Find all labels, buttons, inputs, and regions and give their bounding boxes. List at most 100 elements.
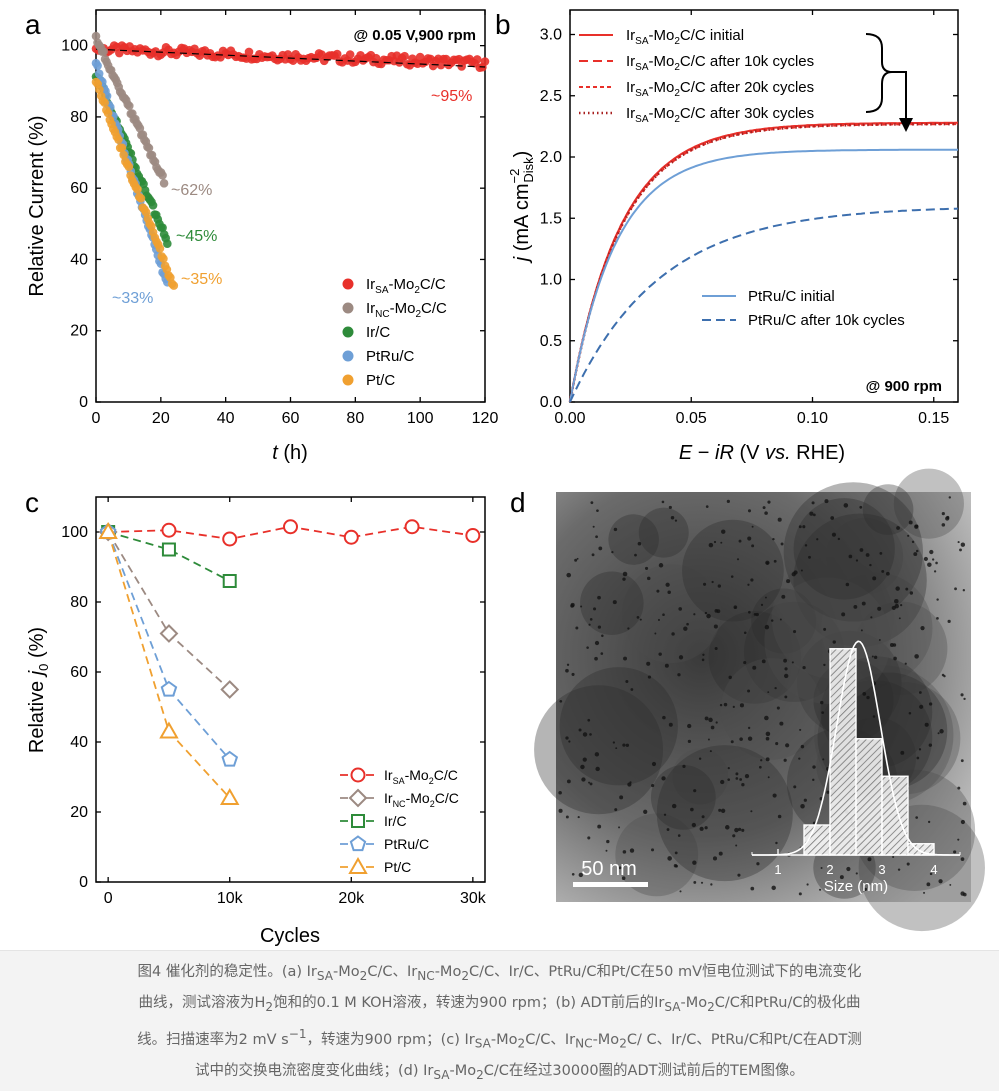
- tem-cluster: [559, 667, 678, 786]
- curve-4: [569, 148, 958, 403]
- tem-nanoparticle: [704, 611, 708, 615]
- tem-nanoparticle: [941, 673, 945, 677]
- panel-b-data: [568, 121, 959, 403]
- tem-nanoparticle: [785, 743, 790, 748]
- tem-nanoparticle: [671, 632, 675, 636]
- tem-nanoparticle: [941, 523, 946, 527]
- legend-label-c-irsa: IrSA-Mo2C/C: [384, 767, 458, 786]
- legend-marker-c-4: [348, 856, 368, 874]
- tem-nanoparticle: [914, 524, 919, 529]
- tem-nanoparticle: [664, 663, 669, 668]
- panel-b-ylabel: j (mA cm−2Disk): [507, 151, 536, 265]
- legend-label-ptru-initial: PtRu/C initial: [748, 288, 835, 305]
- tem-nanoparticle: [618, 866, 622, 870]
- y-tick-label: 2.5: [540, 88, 562, 105]
- tem-nanoparticle: [906, 862, 910, 866]
- panel-b-condition: @ 900 rpm: [866, 378, 942, 395]
- caption-line-3: 线。扫描速率为2 mV s−1，转速为900 rpm；(c) IrSA-Mo2C…: [137, 1026, 862, 1051]
- tem-nanoparticle: [771, 885, 776, 891]
- tem-nanoparticle: [747, 509, 752, 513]
- legend-marker-irsa: [342, 278, 354, 290]
- tem-cluster: [682, 519, 784, 622]
- tem-nanoparticle: [566, 572, 572, 578]
- tem-nanoparticle: [712, 856, 718, 861]
- tem-nanoparticle: [596, 509, 599, 513]
- tem-cluster: [793, 498, 895, 600]
- tem-nanoparticle: [800, 744, 805, 749]
- tem-nanoparticle: [581, 777, 586, 782]
- tem-nanoparticle: [710, 725, 715, 730]
- tem-nanoparticle: [767, 500, 771, 504]
- tem-nanoparticle: [793, 570, 798, 575]
- tem-nanoparticle: [773, 559, 777, 563]
- y-tick-label: 3.0: [540, 27, 562, 44]
- tem-nanoparticle: [565, 668, 569, 673]
- series-marker-0: [404, 519, 420, 535]
- tem-nanoparticle: [612, 600, 617, 605]
- tem-nanoparticle: [923, 556, 928, 562]
- tem-nanoparticle: [963, 892, 967, 897]
- tem-nanoparticle: [741, 783, 745, 787]
- series-marker-3: [160, 680, 178, 697]
- tem-nanoparticle: [960, 819, 966, 825]
- legend-label-ptc: Pt/C: [366, 372, 395, 389]
- data-point-2: [148, 201, 158, 210]
- tem-nanoparticle: [651, 848, 655, 852]
- tem-nanoparticle: [737, 873, 741, 877]
- tem-nanoparticle: [654, 632, 657, 635]
- tem-nanoparticle: [960, 693, 964, 697]
- data-point-0: [400, 51, 409, 61]
- tem-nanoparticle: [837, 537, 841, 541]
- tem-nanoparticle: [739, 778, 743, 781]
- tem-nanoparticle: [786, 579, 791, 584]
- legend-marker-ptc: [342, 374, 354, 386]
- tem-nanoparticle: [929, 549, 934, 555]
- tem-nanoparticle: [735, 772, 739, 776]
- data-point-4: [133, 185, 142, 194]
- series-marker-1: [220, 680, 240, 699]
- panel-a-annotation-95: ~95%: [431, 88, 472, 105]
- tem-nanoparticle: [589, 618, 593, 621]
- legend-marker-irc: [342, 326, 354, 338]
- y-tick-label: 1.0: [540, 272, 562, 289]
- panel-b-chart: 0.00 0.05 0.10 0.15 0.0 0.5 1.0 1.5 2.0 2.5 3.0 @ …: [507, 9, 959, 464]
- tem-cluster: [853, 601, 948, 696]
- tem-nanoparticle: [613, 527, 618, 532]
- y-tick-label: 0.5: [540, 333, 562, 350]
- tem-nanoparticle: [582, 732, 588, 737]
- tem-nanoparticle: [873, 655, 878, 659]
- tem-nanoparticle: [744, 774, 750, 779]
- tem-nanoparticle: [578, 872, 583, 878]
- tem-nanoparticle: [667, 856, 672, 861]
- tem-nanoparticle: [832, 640, 836, 644]
- tem-cluster: [672, 748, 729, 805]
- tem-nanoparticle: [747, 726, 751, 730]
- tem-nanoparticle: [963, 697, 966, 701]
- tem-nanoparticle: [891, 605, 896, 611]
- panel-a-annotation-45: ~45%: [176, 228, 217, 245]
- tem-nanoparticle: [639, 618, 642, 621]
- data-point-0: [332, 49, 342, 59]
- tem-nanoparticle: [692, 860, 697, 865]
- legend-marker-c-2: [351, 814, 365, 828]
- tem-nanoparticle: [622, 577, 626, 581]
- tem-nanoparticle: [747, 689, 751, 693]
- tem-nanoparticle: [589, 733, 592, 736]
- panel-c-xlabel: Cycles: [260, 925, 320, 947]
- tem-nanoparticle: [751, 525, 754, 528]
- tem-nanoparticle: [558, 790, 562, 795]
- y-tick-label: 40: [70, 734, 88, 751]
- tem-nanoparticle: [647, 675, 652, 679]
- tem-nanoparticle: [780, 542, 784, 546]
- tem-nanoparticle: [739, 737, 743, 741]
- tem-nanoparticle: [687, 723, 692, 729]
- tem-nanoparticle: [743, 631, 747, 635]
- tem-nanoparticle: [855, 872, 858, 875]
- tem-nanoparticle: [755, 612, 759, 617]
- y-tick-label: 0: [79, 874, 88, 891]
- panel-letter-a: a: [25, 9, 41, 40]
- tem-nanoparticle: [781, 594, 786, 599]
- tem-nanoparticle: [928, 743, 933, 747]
- x-tick-label: 60: [282, 410, 300, 427]
- tem-nanoparticle: [927, 820, 931, 824]
